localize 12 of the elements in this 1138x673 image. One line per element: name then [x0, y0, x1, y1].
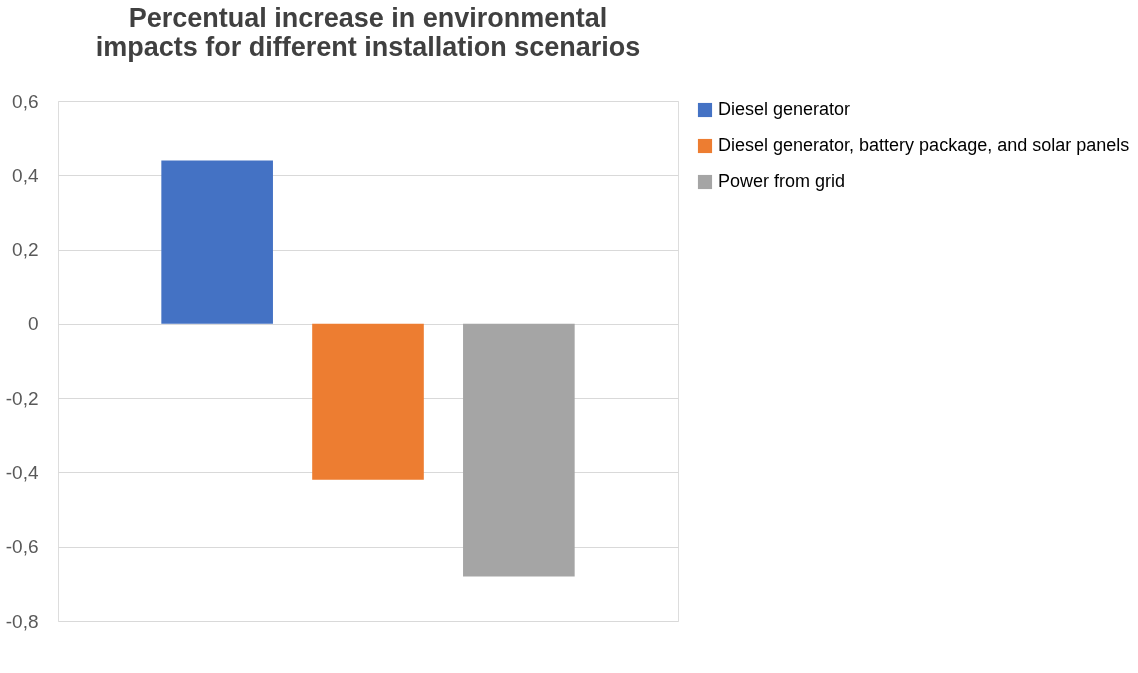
y-tick-label: -0,6 [5, 536, 39, 558]
legend-label: Diesel generator, battery package, and solar panels [718, 135, 1130, 155]
y-tick-label: -0,8 [5, 610, 39, 632]
y-tick-label: -0,4 [5, 461, 39, 483]
y-tick-label: 0,2 [12, 239, 39, 261]
chart-title: Percentual increase in environmental impacts for different installation scenarios [95, 3, 641, 62]
legend-label: Power from grid [718, 171, 846, 191]
y-tick-label: -0,2 [5, 387, 39, 409]
y-tick-label: 0,6 [12, 90, 39, 112]
y-tick-label: 0 [27, 313, 39, 335]
legend-label: Diesel generator [718, 99, 851, 119]
y-tick-label: 0,4 [12, 164, 39, 186]
